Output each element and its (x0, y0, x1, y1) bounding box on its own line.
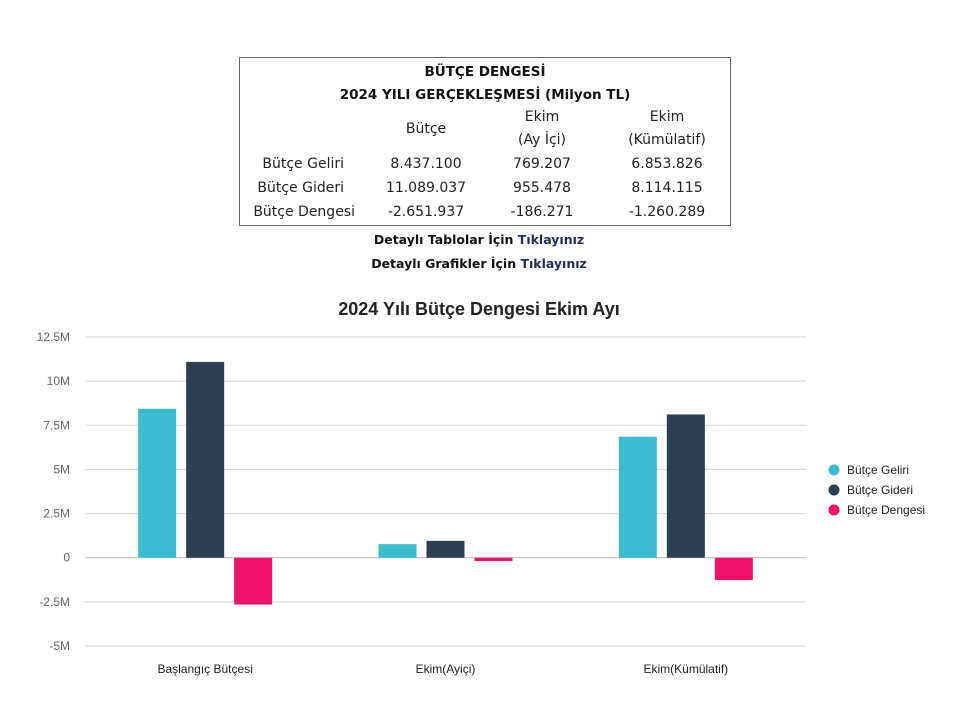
cell-gider-ayici: 955.478 (513, 180, 571, 196)
col-header-ekim-kumulatif-line1: Ekim (649, 109, 685, 125)
bar (234, 557, 273, 605)
legend-label: Bütçe Geliri (847, 463, 909, 477)
bar (474, 557, 513, 562)
legend-marker (828, 504, 840, 516)
cell-denge-kumulatif: -1.260.289 (628, 204, 706, 220)
budget-summary-table: BÜTÇE DENGESİ 2024 YILI GERÇEKLEŞMESİ (M… (239, 57, 731, 226)
col-header-ekim-ayici-line2: (Ay İçi) (517, 132, 567, 148)
cell-gelir-butce: 8.437.100 (390, 156, 462, 172)
legend-label: Bütçe Gideri (847, 483, 913, 497)
bar (666, 414, 705, 558)
col-header-ekim-ayici-line1: Ekim (524, 109, 560, 125)
bar (378, 544, 417, 558)
legend-label: Bütçe Dengesi (847, 503, 925, 517)
bar (186, 361, 225, 558)
bar (138, 408, 177, 558)
detailed-tables-prefix: Detaylı Tablolar İçin (373, 232, 518, 247)
y-tick-label: 12.5M (37, 330, 70, 344)
y-tick-label: 10M (47, 374, 70, 388)
y-tick-label: 5M (53, 462, 70, 476)
row-label-denge: Bütçe Dengesi (253, 204, 355, 220)
bar (714, 557, 753, 580)
detailed-charts-prefix: Detaylı Grafikler İçin (371, 256, 521, 271)
y-tick-label: 7.5M (43, 418, 70, 432)
row-label-gelir: Bütçe Geliri (262, 156, 344, 172)
summary-title: BÜTÇE DENGESİ (424, 64, 546, 80)
cell-gider-butce: 11.089.037 (385, 180, 467, 196)
detailed-tables-line: Detaylı Tablolar İçin Tıklayınız (0, 232, 958, 247)
cell-gider-kumulatif: 8.114.115 (631, 180, 703, 196)
cell-gelir-ayici: 769.207 (513, 156, 571, 172)
legend-marker (828, 464, 840, 476)
row-label-gider: Bütçe Gideri (257, 180, 344, 196)
x-tick-label: Ekim(Kümülatif) (643, 662, 728, 676)
legend-marker (828, 484, 840, 496)
col-header-ekim-kumulatif-line2: (Kümülatif) (628, 132, 706, 148)
y-tick-label: 0 (63, 551, 70, 565)
detailed-charts-link[interactable]: Tıklayınız (520, 256, 587, 271)
chart-title: 2024 Yılı Bütçe Dengesi Ekim Ayı (338, 299, 620, 319)
x-tick-label: Ekim(Ayiçi) (416, 662, 476, 676)
y-tick-label: 2.5M (43, 507, 70, 521)
detailed-charts-line: Detaylı Grafikler İçin Tıklayınız (0, 256, 958, 271)
bar (618, 436, 657, 558)
summary-subtitle: 2024 YILI GERÇEKLEŞMESİ (Milyon TL) (339, 87, 631, 103)
cell-denge-butce: -2.651.937 (387, 204, 465, 220)
y-tick-label: -2.5M (39, 595, 70, 609)
x-tick-label: Başlangıç Bütçesi (157, 662, 252, 676)
col-header-butce: Bütçe (405, 121, 447, 137)
bar (426, 540, 465, 558)
y-tick-label: -5M (49, 639, 70, 653)
detailed-tables-link[interactable]: Tıklayınız (517, 232, 585, 247)
cell-gelir-kumulatif: 6.853.826 (631, 156, 703, 172)
cell-denge-ayici: -186.271 (510, 204, 574, 220)
